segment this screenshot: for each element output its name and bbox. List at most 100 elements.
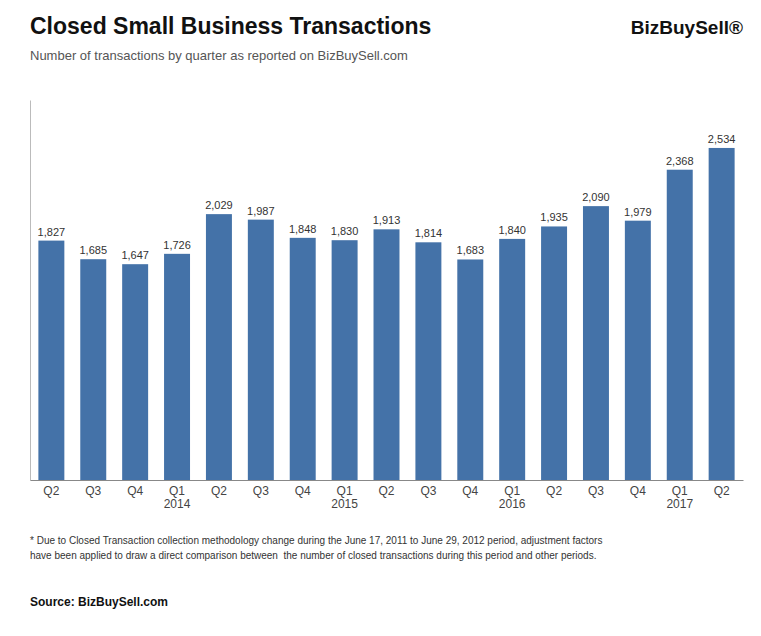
x-tick-label-line: Q3 <box>588 484 604 498</box>
x-tick: Q12014 <box>164 484 191 512</box>
bar <box>122 264 148 480</box>
bar <box>248 220 274 480</box>
x-tick: Q2 <box>714 484 730 498</box>
x-tick: Q4 <box>630 484 646 498</box>
bars <box>38 148 734 480</box>
x-tick-label-line: Q4 <box>295 484 311 498</box>
x-tick-label: Q12014 <box>164 484 191 512</box>
data-label: 1,979 <box>624 206 652 218</box>
data-labels: 1,8271,6851,6471,7262,0291,9871,8481,830… <box>38 133 736 261</box>
data-label: 1,935 <box>540 211 568 223</box>
data-label: 1,913 <box>373 214 401 226</box>
title: Closed Small Business Transactions <box>30 13 431 39</box>
data-label: 2,534 <box>708 133 736 145</box>
data-label: 1,683 <box>457 244 485 256</box>
x-tick-label: Q3 <box>253 484 269 498</box>
x-tick-label: Q12015 <box>331 484 358 512</box>
x-tick: Q2 <box>211 484 227 498</box>
x-axis: Q2Q3Q4Q12014Q2Q3Q4Q12015Q2Q3Q4Q12016Q2Q3… <box>31 481 744 512</box>
x-tick-label: Q12016 <box>499 484 526 512</box>
bar <box>541 226 567 480</box>
x-tick-label: Q3 <box>588 484 604 498</box>
x-tick: Q12015 <box>331 484 358 512</box>
bar <box>667 170 693 480</box>
bar <box>290 238 316 480</box>
data-label: 1,830 <box>331 225 359 237</box>
data-label: 1,848 <box>289 223 317 235</box>
data-label: 1,827 <box>38 226 66 238</box>
data-label: 2,029 <box>205 199 233 211</box>
x-tick-label-line: 2017 <box>666 497 693 511</box>
bar <box>457 259 483 480</box>
x-tick: Q3 <box>420 484 436 498</box>
x-tick-label: Q4 <box>295 484 311 498</box>
x-tick: Q2 <box>378 484 394 498</box>
x-tick-label-line: Q3 <box>420 484 436 498</box>
x-tick-label-line: Q2 <box>714 484 730 498</box>
x-tick-label-line: Q2 <box>43 484 59 498</box>
source: Source: BizBuySell.com <box>30 595 168 609</box>
footnote: * Due to Closed Transaction collection m… <box>30 535 602 546</box>
bar <box>415 242 441 480</box>
x-tick-label: Q3 <box>420 484 436 498</box>
x-tick: Q2 <box>546 484 562 498</box>
data-label: 1,814 <box>415 227 443 239</box>
x-tick: Q2 <box>43 484 59 498</box>
x-tick-label: Q12017 <box>666 484 693 512</box>
x-tick-label-line: Q1 <box>504 484 520 498</box>
bar <box>625 221 651 480</box>
x-tick-label-line: Q2 <box>378 484 394 498</box>
x-tick-label: Q2 <box>714 484 730 498</box>
y-axis <box>30 101 31 481</box>
x-tick: Q3 <box>85 484 101 498</box>
bar <box>38 241 64 480</box>
bar <box>80 259 106 480</box>
x-tick-label-line: Q3 <box>253 484 269 498</box>
x-tick-label: Q2 <box>211 484 227 498</box>
data-label: 2,368 <box>666 155 694 167</box>
data-label: 1,987 <box>247 205 275 217</box>
x-tick: Q3 <box>253 484 269 498</box>
data-label: 1,647 <box>121 249 149 261</box>
y-axis-line <box>30 101 31 481</box>
bar <box>583 206 609 480</box>
bar <box>164 254 190 480</box>
x-tick: Q4 <box>295 484 311 498</box>
chart: Closed Small Business Transactions Number… <box>0 0 761 636</box>
x-tick-label-line: 2015 <box>331 497 358 511</box>
x-tick-label-line: Q1 <box>672 484 688 498</box>
logo-text: BizBuySell® <box>631 17 743 38</box>
x-tick-label: Q2 <box>546 484 562 498</box>
x-tick-label-line: Q4 <box>462 484 478 498</box>
x-tick-label-line: 2014 <box>164 497 191 511</box>
x-tick-label: Q2 <box>378 484 394 498</box>
x-tick: Q3 <box>588 484 604 498</box>
x-tick-label: Q4 <box>630 484 646 498</box>
x-tick-label-line: Q1 <box>337 484 353 498</box>
x-tick-label: Q3 <box>85 484 101 498</box>
x-tick-label-line: 2016 <box>499 497 526 511</box>
bar <box>709 148 735 480</box>
plot: 1,8271,6851,6471,7262,0291,9871,8481,830… <box>31 101 744 512</box>
x-tick-label: Q2 <box>43 484 59 498</box>
x-tick: Q4 <box>127 484 143 498</box>
data-label: 1,685 <box>79 244 107 256</box>
x-tick-label-line: Q1 <box>169 484 185 498</box>
data-label: 1,840 <box>498 224 526 236</box>
x-tick-label-line: Q4 <box>127 484 143 498</box>
x-tick-label-line: Q4 <box>630 484 646 498</box>
bar <box>499 239 525 480</box>
bar <box>332 240 358 480</box>
bar <box>206 214 232 480</box>
footnote: have been applied to draw a direct compa… <box>30 550 596 561</box>
x-tick: Q4 <box>462 484 478 498</box>
data-label: 2,090 <box>582 191 610 203</box>
x-tick-label-line: Q3 <box>85 484 101 498</box>
x-axis-line <box>31 480 744 481</box>
x-tick: Q12017 <box>666 484 693 512</box>
x-tick-label: Q4 <box>462 484 478 498</box>
x-tick-label: Q4 <box>127 484 143 498</box>
x-tick-label-line: Q2 <box>546 484 562 498</box>
x-tick: Q12016 <box>499 484 526 512</box>
subtitle: Number of transactions by quarter as rep… <box>30 48 408 63</box>
